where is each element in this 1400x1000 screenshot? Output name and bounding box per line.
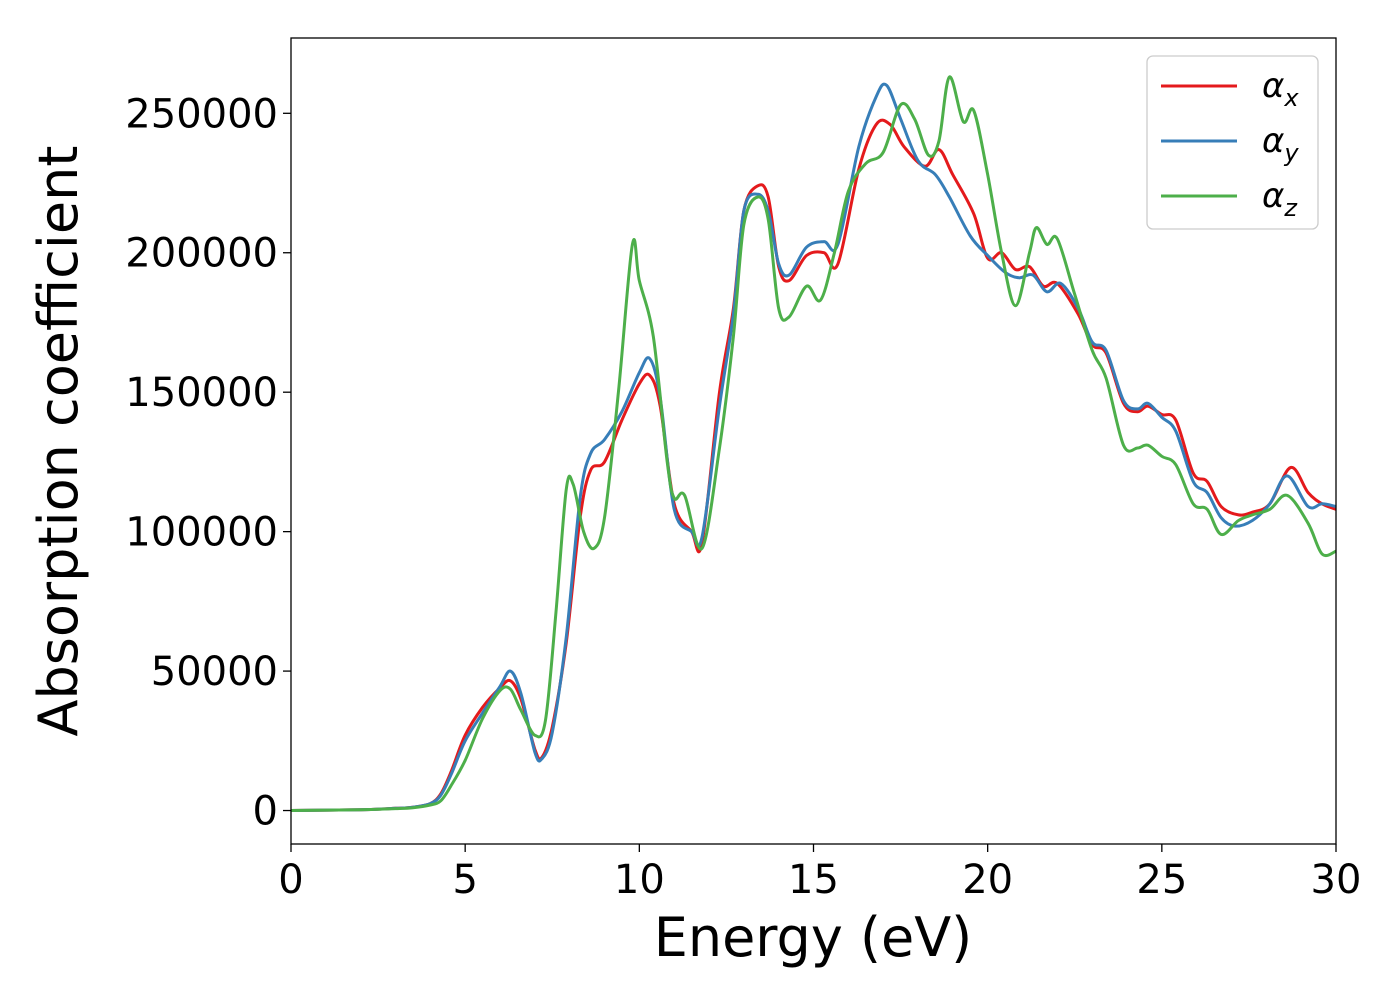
y-tick-label: 200000: [125, 231, 278, 277]
x-axis: 0 5 10 15 20 25 30: [278, 844, 1361, 903]
x-tick-label: 30: [1311, 857, 1362, 903]
series-line-z: [291, 75, 1336, 812]
y-tick-label: 50000: [151, 649, 278, 695]
y-axis-label: Absorption coefficient: [27, 146, 90, 737]
x-tick-label: 15: [788, 857, 839, 903]
series-layer: [291, 75, 1336, 812]
x-tick-label: 20: [962, 857, 1013, 903]
series-line-y: [291, 82, 1336, 812]
x-tick-label: 5: [452, 857, 477, 903]
y-tick-label: 0: [253, 789, 278, 835]
y-tick-label: 150000: [125, 370, 278, 416]
legend: αx αy αz: [1146, 55, 1319, 230]
legend-label-y: αy: [1262, 121, 1299, 167]
y-tick-label: 250000: [125, 91, 278, 137]
x-tick-label: 0: [278, 857, 303, 903]
x-tick-label: 25: [1136, 857, 1187, 903]
y-tick-label: 100000: [125, 510, 278, 556]
legend-label-z: αz: [1262, 176, 1298, 222]
x-tick-label: 10: [614, 857, 665, 903]
x-axis-label: Energy (eV): [654, 906, 973, 969]
y-axis: 0 50000 100000 150000 200000 250000: [125, 91, 291, 835]
legend-label-x: αx: [1262, 66, 1299, 112]
